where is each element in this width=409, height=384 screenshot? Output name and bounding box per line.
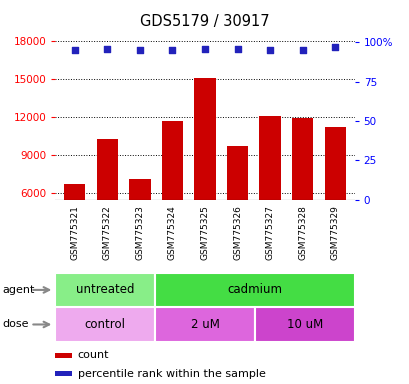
Text: agent: agent [2, 285, 34, 295]
Bar [64, 184, 85, 270]
Text: GSM775326: GSM775326 [232, 205, 241, 260]
Bar [227, 146, 247, 270]
Bar [254, 307, 354, 342]
Point [104, 46, 110, 52]
Point [266, 47, 273, 53]
Bar [55, 371, 72, 376]
Bar [324, 127, 345, 270]
Point [299, 47, 305, 53]
Text: GSM775325: GSM775325 [200, 205, 209, 260]
Bar [162, 121, 182, 270]
Point [169, 47, 175, 53]
Point [201, 46, 208, 52]
Text: untreated: untreated [76, 283, 134, 296]
Text: GSM775328: GSM775328 [297, 205, 306, 260]
Text: count: count [78, 350, 109, 360]
Bar [55, 353, 72, 358]
Text: 2 uM: 2 uM [190, 318, 219, 331]
Text: cadmium: cadmium [227, 283, 282, 296]
Text: percentile rank within the sample: percentile rank within the sample [78, 369, 265, 379]
Bar [97, 139, 118, 270]
Text: GSM775327: GSM775327 [265, 205, 274, 260]
Bar [194, 78, 215, 270]
Text: control: control [85, 318, 126, 331]
Bar [155, 307, 254, 342]
Text: GSM775324: GSM775324 [168, 205, 177, 260]
Bar [291, 118, 312, 270]
Point [331, 44, 337, 50]
Point [72, 47, 78, 53]
Text: GSM775323: GSM775323 [135, 205, 144, 260]
Bar [259, 116, 280, 270]
Text: GSM775329: GSM775329 [330, 205, 339, 260]
Bar [155, 273, 354, 307]
Text: GSM775321: GSM775321 [70, 205, 79, 260]
Text: 10 uM: 10 uM [286, 318, 322, 331]
Point [136, 47, 143, 53]
Point [234, 46, 240, 52]
Bar [129, 179, 150, 270]
Text: GDS5179 / 30917: GDS5179 / 30917 [140, 13, 269, 29]
Bar [55, 307, 155, 342]
Text: GSM775322: GSM775322 [103, 205, 112, 260]
Bar [55, 273, 155, 307]
Text: dose: dose [2, 319, 29, 329]
